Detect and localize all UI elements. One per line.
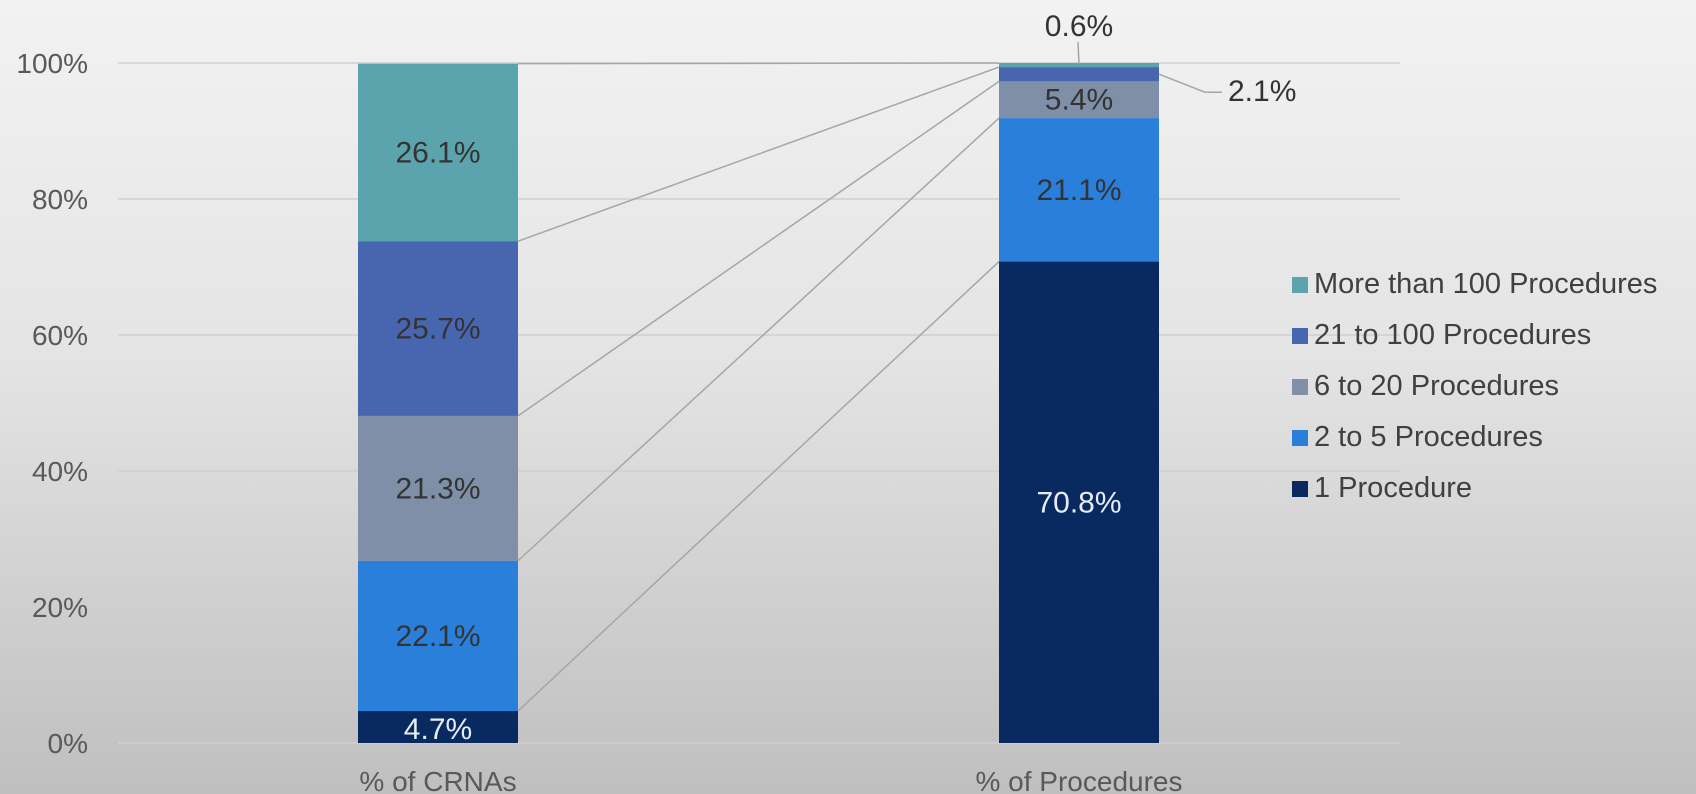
bar-segment xyxy=(999,63,1159,68)
data-labels: 4.7% 22.1% 21.3% 25.7% 26.1% 70.8% 21.1% 5.4% 2.… xyxy=(395,10,1296,746)
bar-segment xyxy=(358,63,518,242)
series-line xyxy=(517,261,1000,712)
series-line xyxy=(517,62,1000,65)
legend-swatch xyxy=(1292,379,1308,395)
series-line xyxy=(517,66,1000,242)
legend: More than 100 Procedures 21 to 100 Proced… xyxy=(1292,268,1657,504)
y-tick-label: 20% xyxy=(32,592,88,623)
data-label: 25.7% xyxy=(395,313,480,346)
legend-item: 1 Procedure xyxy=(1292,472,1472,504)
leader-line xyxy=(1158,73,1222,93)
bar-segment xyxy=(999,261,1159,743)
bar-segment xyxy=(999,67,1159,82)
legend-label: 6 to 20 Procedures xyxy=(1314,370,1559,402)
legend-item: 6 to 20 Procedures xyxy=(1292,370,1559,402)
data-label: 70.8% xyxy=(1036,486,1121,519)
data-label: 26.1% xyxy=(395,136,480,169)
series-line xyxy=(517,80,1000,417)
bar-segment xyxy=(358,415,518,561)
legend-swatch xyxy=(1292,481,1308,497)
bar-segment xyxy=(999,81,1159,119)
legend-item: More than 100 Procedures xyxy=(1292,268,1657,300)
legend-label: 21 to 100 Procedures xyxy=(1314,319,1591,351)
y-tick-label: 0% xyxy=(48,728,88,759)
bars xyxy=(358,63,1159,743)
data-label: 5.4% xyxy=(1045,84,1113,117)
legend-item: 21 to 100 Procedures xyxy=(1292,319,1591,351)
legend-swatch xyxy=(1292,277,1308,293)
series-lines xyxy=(517,62,1000,712)
series-line xyxy=(517,117,1000,562)
data-label: 22.1% xyxy=(395,620,480,653)
gridlines xyxy=(118,62,1400,744)
y-axis: 0% 20% 40% 60% 80% 100% xyxy=(16,48,88,759)
bar-segment xyxy=(358,711,518,743)
y-tick-label: 60% xyxy=(32,320,88,351)
x-axis: % of CRNAs % of Procedures xyxy=(359,766,1182,794)
bar-segment xyxy=(358,241,518,416)
data-label: 21.3% xyxy=(395,472,480,505)
data-label: 4.7% xyxy=(404,713,472,746)
y-tick-label: 80% xyxy=(32,184,88,215)
legend-label: 2 to 5 Procedures xyxy=(1314,421,1543,453)
data-label: 2.1% xyxy=(1228,75,1296,108)
legend-label: More than 100 Procedures xyxy=(1314,268,1657,300)
legend-label: 1 Procedure xyxy=(1314,472,1472,504)
bar-segment xyxy=(999,118,1159,262)
data-label: 21.1% xyxy=(1036,174,1121,207)
leader-line xyxy=(1077,41,1080,65)
legend-swatch xyxy=(1292,430,1308,446)
y-tick-label: 40% xyxy=(32,456,88,487)
legend-item: 2 to 5 Procedures xyxy=(1292,421,1543,453)
x-category-label: % of Procedures xyxy=(976,766,1183,794)
y-tick-label: 100% xyxy=(16,48,88,79)
legend-swatch xyxy=(1292,328,1308,344)
x-category-label: % of CRNAs xyxy=(359,766,516,794)
bar-segment xyxy=(358,560,518,712)
data-label: 0.6% xyxy=(1045,10,1113,43)
